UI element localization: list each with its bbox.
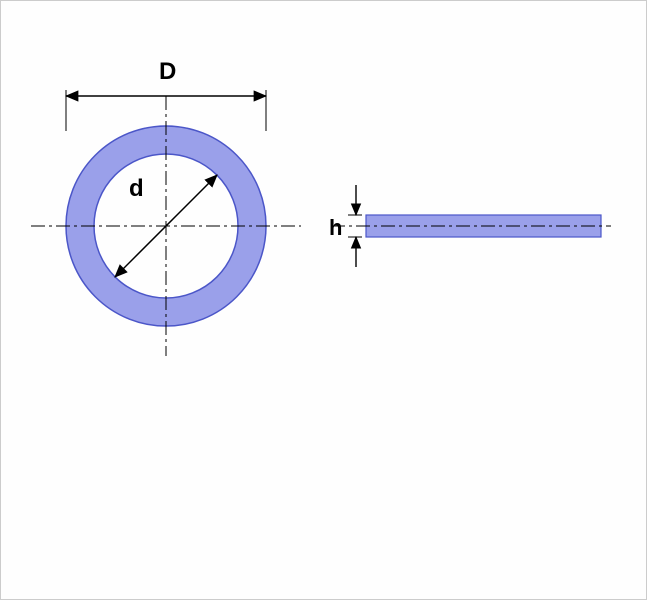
diagram-svg: D d h: [1, 1, 647, 601]
label-d: d: [129, 175, 144, 202]
label-h: h: [329, 215, 342, 240]
centerlines: [31, 96, 611, 356]
diagram-stage: D d h: [0, 0, 647, 600]
label-D: D: [159, 58, 176, 85]
